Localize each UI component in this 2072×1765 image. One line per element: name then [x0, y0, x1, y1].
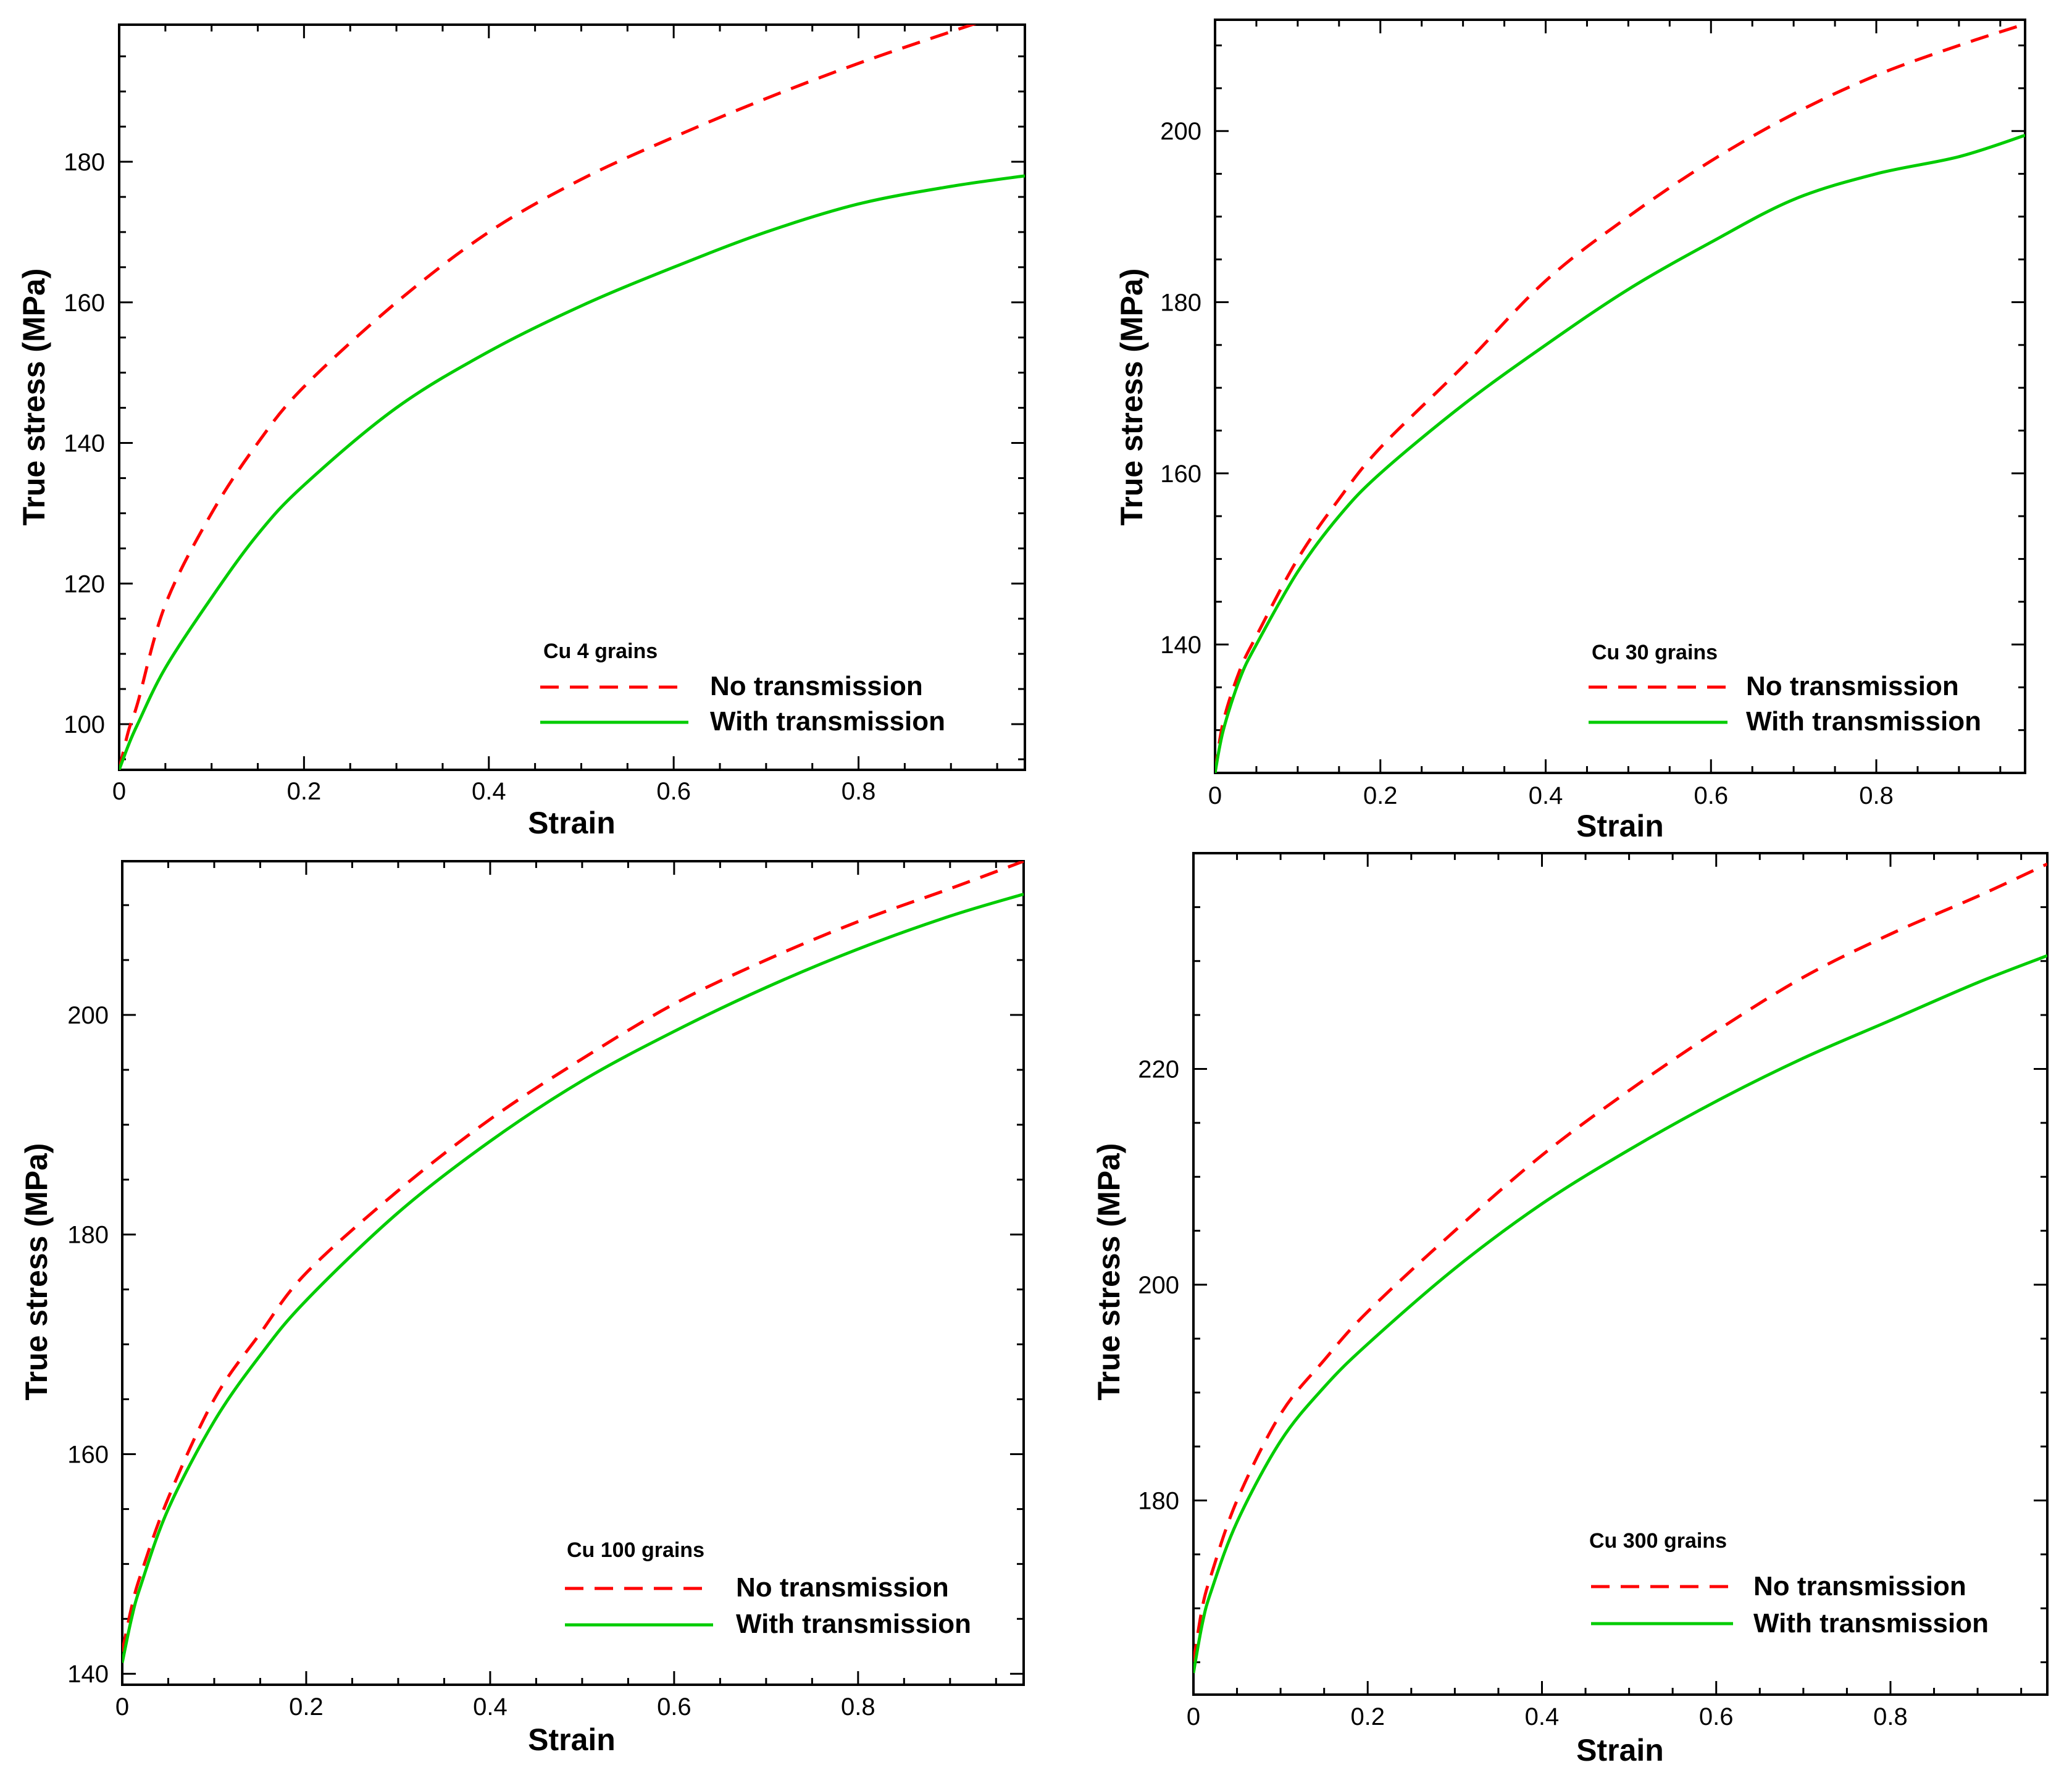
x-tick-label: 0: [1208, 782, 1222, 809]
y-tick-label: 200: [1160, 118, 1201, 145]
y-tick-label: 180: [64, 149, 105, 176]
y-tick-label: 200: [67, 1002, 109, 1029]
x-tick-label: 0.6: [656, 778, 691, 805]
x-tick-label: 0.4: [472, 778, 506, 805]
y-tick-label: 180: [1138, 1487, 1179, 1514]
legend-label-with-transmission: With transmission: [1753, 1608, 1989, 1638]
x-tick-label: 0.6: [1699, 1703, 1734, 1730]
plot-frame: [121, 860, 1025, 1686]
chart-panel-cu-30-grains: 0 0.2 0.4 0.6 0.8 140 160 180 200 Strain…: [1114, 19, 2026, 843]
series-line-with-transmission: [1193, 954, 2047, 1674]
legend-label-with-transmission: With transmission: [710, 706, 945, 736]
y-axis-title: True stress (MPa): [1114, 269, 1149, 526]
legend-label-no-transmission: No transmission: [1746, 671, 1959, 701]
series-line-with-transmission: [1215, 133, 2025, 773]
x-tick-label: 0.4: [1529, 782, 1563, 809]
x-tick-label: 0.8: [1859, 782, 1894, 809]
chart-panel-cu-300-grains: 0 0.2 0.4 0.6 0.8 180 200 220 Strain Tru…: [1092, 852, 2049, 1765]
x-tick-label: 0.8: [842, 778, 876, 805]
series-line-no-transmission: [119, 25, 977, 770]
x-tick-label: 0.6: [1694, 782, 1728, 809]
y-tick-label: 180: [1160, 290, 1201, 317]
x-tick-label: 0.2: [1363, 782, 1398, 809]
x-tick-label: 0: [112, 778, 126, 805]
y-axis-title: True stress (MPa): [17, 269, 51, 526]
series-line-with-transmission: [122, 892, 1024, 1663]
legend-label-no-transmission: No transmission: [736, 1572, 949, 1603]
series-line-no-transmission: [1215, 22, 2025, 773]
series-line-no-transmission: [1193, 862, 2047, 1663]
x-axis-title: Strain: [1576, 809, 1664, 843]
y-axis-title: True stress (MPa): [19, 1143, 54, 1401]
x-tick-label: 0.2: [289, 1693, 324, 1721]
chart-panel-cu-4-grains: 0 0.2 0.4 0.6 0.8 100 120 140 160 180 St…: [17, 23, 1026, 840]
y-tick-label: 120: [64, 570, 105, 598]
x-tick-label: 0: [115, 1693, 129, 1721]
legend-title: Cu 30 grains: [1592, 641, 1718, 664]
legend-title: Cu 4 grains: [543, 640, 658, 663]
y-tick-label: 220: [1138, 1056, 1179, 1083]
y-tick-label: 140: [67, 1661, 109, 1688]
y-tick-label: 160: [64, 290, 105, 317]
y-tick-label: 160: [1160, 461, 1201, 488]
legend-title: Cu 300 grains: [1589, 1529, 1727, 1553]
x-tick-label: 0.4: [1525, 1703, 1560, 1730]
x-axis-title: Strain: [528, 806, 616, 840]
y-tick-label: 140: [1160, 632, 1201, 659]
x-tick-label: 0.2: [287, 778, 322, 805]
plot-frame: [1192, 852, 2049, 1696]
plot-frame: [1214, 19, 2026, 774]
y-tick-label: 100: [64, 711, 105, 738]
legend-label-with-transmission: With transmission: [736, 1609, 971, 1639]
x-axis-title: Strain: [528, 1722, 616, 1757]
x-tick-label: 0.4: [473, 1693, 508, 1721]
y-tick-label: 180: [67, 1222, 109, 1249]
x-tick-label: 0.8: [841, 1693, 875, 1721]
chart-panel-cu-100-grains: 0 0.2 0.4 0.6 0.8 140 160 180 200 Strain…: [19, 860, 1025, 1757]
series-line-no-transmission: [122, 861, 1024, 1653]
y-tick-label: 160: [67, 1441, 109, 1468]
x-tick-label: 0.6: [657, 1693, 691, 1721]
plot-frame: [118, 23, 1026, 771]
legend-label-with-transmission: With transmission: [1746, 706, 1981, 736]
series-line-with-transmission: [119, 174, 1025, 770]
y-tick-label: 200: [1138, 1272, 1179, 1299]
legend-title: Cu 100 grains: [567, 1538, 704, 1562]
y-tick-label: 140: [64, 430, 105, 457]
x-tick-label: 0.8: [1873, 1703, 1908, 1730]
legend-label-no-transmission: No transmission: [1753, 1571, 1966, 1601]
y-axis-title: True stress (MPa): [1092, 1143, 1126, 1401]
x-tick-label: 0.2: [1350, 1703, 1385, 1730]
legend-label-no-transmission: No transmission: [710, 671, 923, 701]
x-tick-label: 0: [1187, 1703, 1200, 1730]
x-axis-title: Strain: [1576, 1733, 1664, 1765]
